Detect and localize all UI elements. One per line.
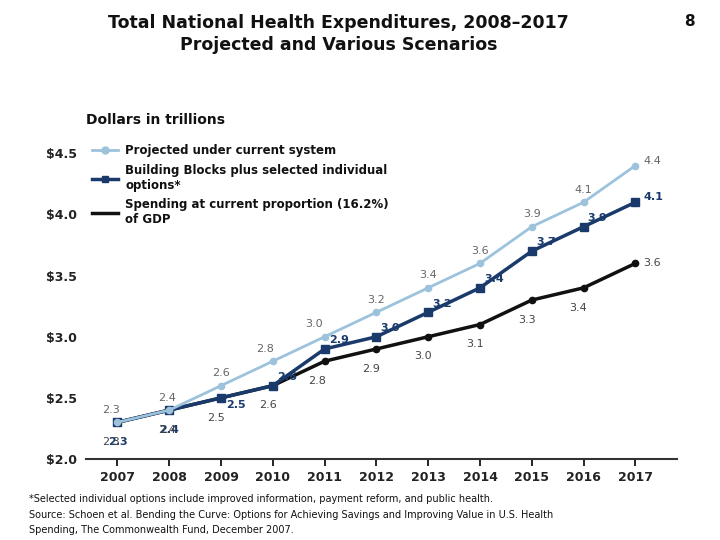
Text: Total National Health Expenditures, 2008–2017
Projected and Various Scenarios: Total National Health Expenditures, 2008…	[108, 14, 569, 53]
Text: 2.8: 2.8	[256, 344, 274, 354]
Text: 3.2: 3.2	[367, 295, 385, 305]
Text: 2.5: 2.5	[226, 400, 246, 410]
Text: 3.4: 3.4	[484, 274, 504, 284]
Text: 3.4: 3.4	[570, 302, 588, 313]
Text: 2.8: 2.8	[308, 376, 326, 386]
Text: 3.0: 3.0	[414, 352, 432, 361]
Text: 3.9: 3.9	[588, 213, 608, 223]
Text: Dollars in trillions: Dollars in trillions	[86, 113, 225, 127]
Text: 2.3: 2.3	[108, 437, 127, 447]
Text: Spending, The Commonwealth Fund, December 2007.: Spending, The Commonwealth Fund, Decembe…	[29, 525, 294, 535]
Text: 2.6: 2.6	[212, 368, 230, 379]
Text: 3.0: 3.0	[381, 323, 400, 333]
Text: 3.4: 3.4	[419, 271, 437, 280]
Text: 2.4: 2.4	[158, 425, 176, 435]
Text: 2.6: 2.6	[258, 400, 276, 410]
Text: 3.3: 3.3	[518, 315, 536, 325]
Text: 3.9: 3.9	[523, 210, 541, 219]
Text: Source: Schoen et al. Bending the Curve: Options for Achieving Savings and Impro: Source: Schoen et al. Bending the Curve:…	[29, 510, 553, 521]
Text: 3.6: 3.6	[643, 258, 661, 268]
Text: 2.3: 2.3	[102, 437, 120, 447]
Legend: Projected under current system, Building Blocks plus selected individual
options: Projected under current system, Building…	[92, 144, 389, 226]
Text: 2.5: 2.5	[207, 413, 225, 422]
Text: 2.9: 2.9	[329, 335, 348, 345]
Text: 2.6: 2.6	[277, 372, 297, 382]
Text: 3.0: 3.0	[305, 319, 323, 329]
Text: 3.6: 3.6	[471, 246, 489, 256]
Text: 4.4: 4.4	[643, 156, 661, 166]
Text: 3.7: 3.7	[536, 238, 556, 247]
Text: 3.1: 3.1	[466, 339, 484, 349]
Text: 4.1: 4.1	[643, 192, 663, 202]
Text: 2.3: 2.3	[102, 405, 120, 415]
Text: 8: 8	[684, 14, 695, 29]
Text: 4.1: 4.1	[575, 185, 593, 195]
Text: *Selected individual options include improved information, payment reform, and p: *Selected individual options include imp…	[29, 494, 492, 504]
Text: 2.4: 2.4	[158, 393, 176, 403]
Text: 2.4: 2.4	[159, 425, 179, 435]
Text: 2.9: 2.9	[362, 363, 380, 374]
Text: 3.2: 3.2	[432, 299, 452, 309]
